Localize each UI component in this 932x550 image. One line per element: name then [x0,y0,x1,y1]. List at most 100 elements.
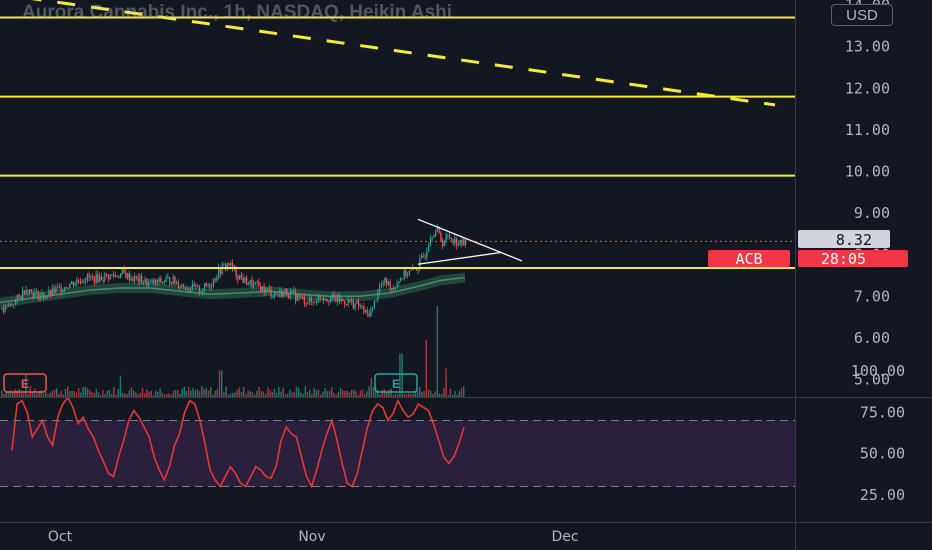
candle [277,294,279,296]
price-tick-label: 6.00 [854,329,890,347]
candle [450,237,453,240]
currency-selector[interactable]: USD [831,4,893,26]
volume-bar [392,394,394,397]
candle [326,299,328,302]
volume-bar [9,389,12,397]
candle [160,278,162,283]
candle [146,278,148,286]
candle [156,279,159,283]
candle [312,301,314,303]
volume-bar [408,393,410,397]
volume-bar [282,387,284,397]
candle [240,275,243,278]
candle [181,284,183,287]
volume-bar [179,393,181,397]
candle [8,305,10,307]
volume-bar [430,390,432,397]
candle [197,285,199,287]
candle [375,300,377,302]
volume-bar [218,370,221,397]
volume-bar [225,386,227,397]
volume-bar [364,394,366,397]
volume-bar [223,392,225,397]
candle [209,285,211,288]
volume-bar [432,394,434,397]
volume-bar [133,390,135,397]
volume-bar [53,389,56,397]
candle [216,277,218,281]
volume-bar [452,394,454,397]
candle [43,293,45,299]
volume-bar [300,392,302,397]
volume-bar [170,394,172,397]
volume-bar [463,386,465,397]
volume-bar [31,391,34,397]
candle [104,273,106,281]
candle [172,276,174,285]
candle [352,300,355,309]
candle [267,288,269,290]
candle [163,281,166,283]
candle [83,281,85,283]
volume-bar [295,386,298,397]
candle [88,274,90,278]
candle [410,269,412,271]
candle [464,239,467,246]
candle [293,290,295,292]
symbol-tag [708,250,790,267]
candle [253,283,255,287]
volume-bar [102,389,104,397]
volume-bar [71,391,73,397]
candle [81,281,83,283]
price-tick-label: 13.00 [845,38,890,56]
volume-bar [14,389,16,397]
volume-bar [18,388,20,397]
volume-bar [194,390,196,397]
volume-bar [45,391,47,397]
candle [118,276,120,278]
volume-bar [141,387,144,397]
candle [302,296,304,298]
candle [344,300,346,305]
candle [30,289,33,292]
candle [316,302,318,304]
volume-bar [245,394,247,397]
price-tick-label: 12.00 [845,79,890,97]
candle [457,244,460,246]
volume-bar [128,390,130,397]
volume-bar [62,394,64,397]
volume-bar [161,392,163,397]
candle [114,275,117,277]
volume-bar [425,340,427,397]
volume-bar [320,394,322,397]
volume-bar [159,388,161,397]
candle [69,284,71,289]
volume-bar [399,353,401,397]
candle [377,292,379,301]
candle [225,264,227,269]
candle [461,239,463,246]
candle [429,237,432,246]
volume-bar [205,388,207,397]
candle [58,286,61,288]
candle [242,277,244,283]
volume-bar [454,391,456,397]
candle [324,299,327,301]
candle [97,274,99,283]
volume-bar [185,390,188,397]
candle [281,290,283,297]
candle [382,283,384,285]
candle [120,273,122,278]
volume-bar [247,390,249,397]
candle [328,301,330,303]
rsi-tick-label: 100.00 [851,362,905,380]
candle [141,275,143,284]
candle [25,290,27,295]
candle [268,288,271,290]
candle [307,303,309,305]
volume-bar [201,386,203,397]
candle [459,239,461,245]
volume-bar [458,391,460,397]
triangle-line-0 [417,218,523,262]
